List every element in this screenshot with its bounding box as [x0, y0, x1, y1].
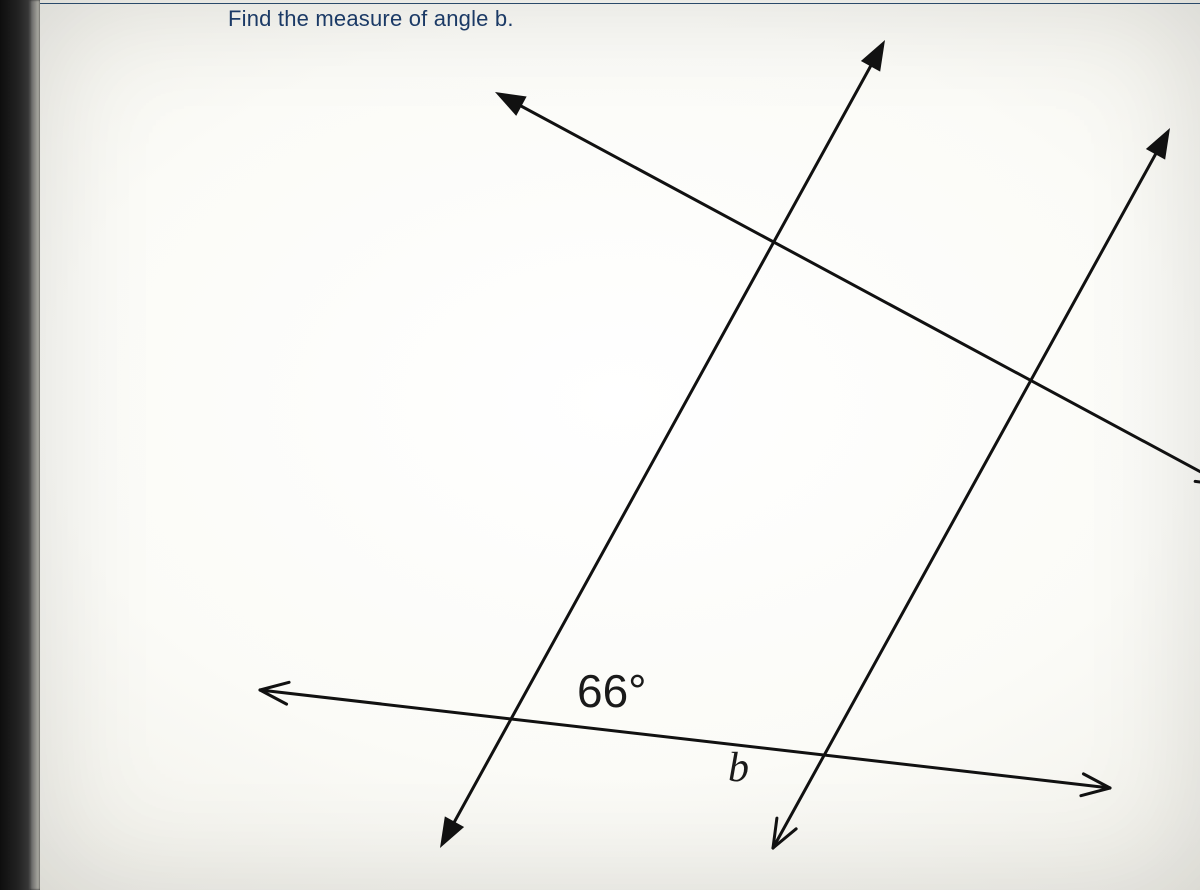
angle-66-label: 66°: [577, 664, 647, 718]
geometry-diagram: [40, 0, 1200, 890]
transversal-bottom: [260, 690, 1110, 788]
transversal-top: [506, 98, 1200, 485]
angle-b-label: b: [728, 744, 749, 792]
diag-line-2: [773, 139, 1164, 848]
monitor-bezel-left: [0, 0, 30, 890]
worksheet-screen: Find the measure of angle b. 66° b: [40, 0, 1200, 890]
